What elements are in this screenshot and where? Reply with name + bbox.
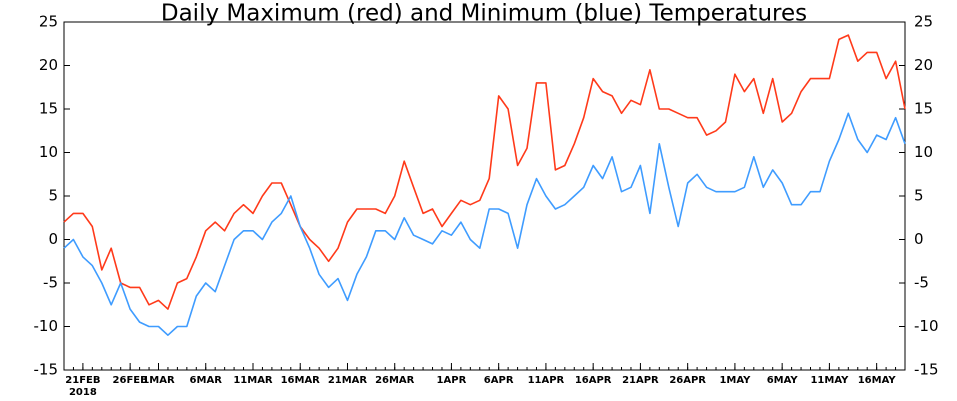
x-tick-label: 21MAR (328, 375, 368, 386)
x-tick-label: 26MAR (375, 375, 415, 386)
y-tick-label: -15 (34, 361, 59, 379)
x-tick-label: 6MAY (767, 375, 799, 386)
y-tick-label: 5 (48, 187, 58, 205)
x-tick-label: 11MAY (810, 375, 849, 386)
y2-tick-label: 25 (914, 13, 933, 31)
x-tick-label: 1MAY (719, 375, 751, 386)
y2-tick-label: -5 (914, 274, 929, 292)
x-tick-label: 26FEB (113, 375, 148, 386)
y-tick-label: -10 (34, 317, 59, 335)
y-tick-label: 20 (39, 56, 58, 74)
x-tick-label: 16MAY (858, 375, 897, 386)
x-tick-label: 26APR (669, 375, 706, 386)
y-tick-label: 10 (39, 143, 58, 161)
y-tick-label: 15 (39, 100, 58, 118)
x-tick-label: 21APR (622, 375, 659, 386)
x-tick-label: 11APR (528, 375, 565, 386)
x-tick-label: 1APR (437, 375, 467, 386)
y-tick-label: 0 (48, 230, 58, 248)
chart-title: Daily Maximum (red) and Minimum (blue) T… (161, 1, 807, 27)
series-line (63, 34, 906, 310)
x-tick-label: 6MAR (190, 375, 223, 386)
x-tick-label: 16MAR (281, 375, 321, 386)
x-tick-label: 11MAR (233, 375, 273, 386)
y2-tick-label: 0 (914, 230, 924, 248)
y2-tick-label: 10 (914, 143, 933, 161)
x-tick-label: 16APR (575, 375, 612, 386)
y2-tick-label: -10 (914, 317, 939, 335)
y2-tick-label: 15 (914, 100, 933, 118)
x-sublabel: 2018 (69, 387, 97, 398)
y-tick-label: 25 (39, 13, 58, 31)
x-tick-label: 21FEB (65, 375, 100, 386)
series-line (63, 112, 906, 336)
y2-tick-label: -15 (914, 361, 939, 379)
y2-tick-label: 5 (914, 187, 924, 205)
y-tick-label: -5 (43, 274, 58, 292)
x-tick-label: 6APR (484, 375, 514, 386)
x-tick-label: 1MAR (142, 375, 175, 386)
y2-tick-label: 20 (914, 56, 933, 74)
